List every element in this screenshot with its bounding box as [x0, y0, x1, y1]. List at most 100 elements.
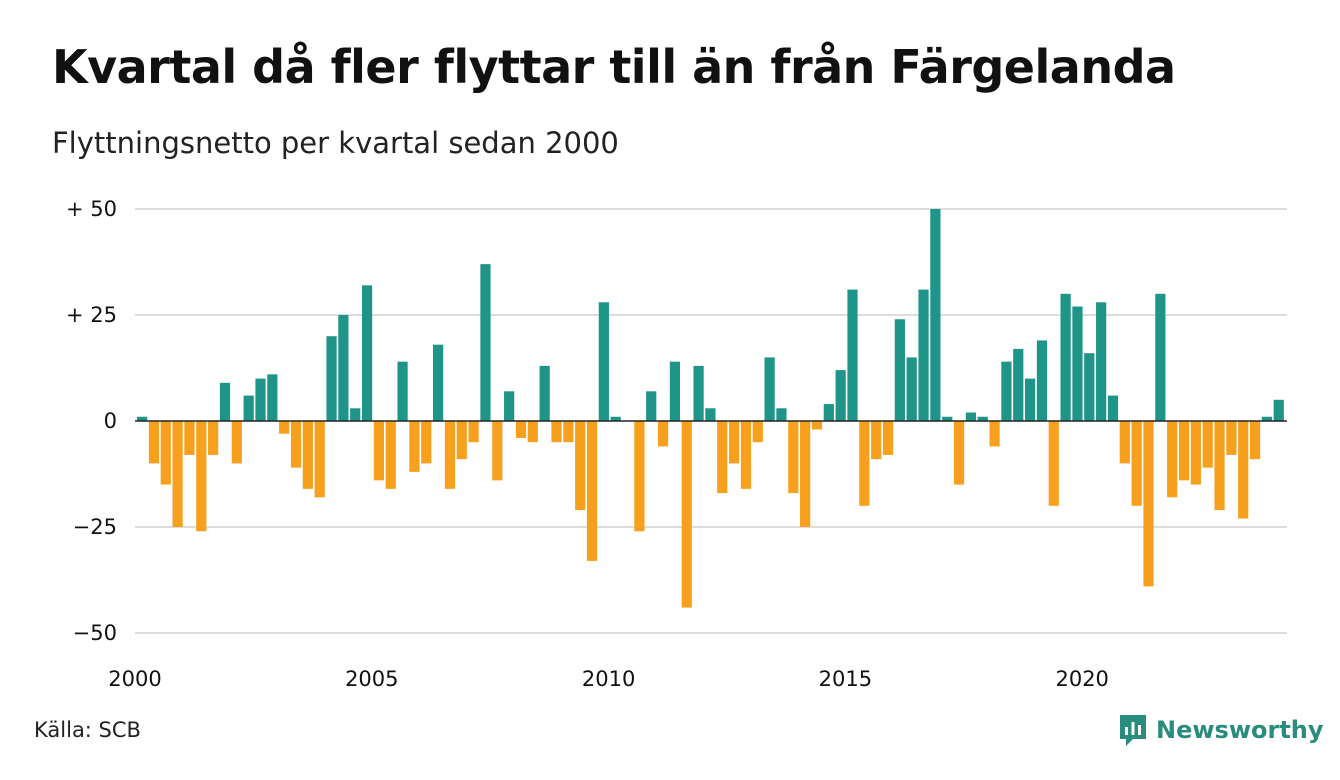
bar — [468, 421, 479, 443]
bar — [1238, 421, 1249, 519]
bar — [942, 416, 953, 421]
bar — [184, 421, 195, 455]
bar — [1096, 302, 1107, 421]
bar — [1178, 421, 1190, 481]
bar — [1273, 399, 1284, 421]
bar — [740, 421, 752, 489]
bar — [1084, 353, 1095, 421]
bar — [148, 421, 160, 464]
bar — [160, 421, 171, 485]
bar — [515, 421, 527, 438]
y-tick-label: −50 — [73, 621, 117, 645]
bar — [1226, 421, 1237, 455]
bar — [823, 404, 834, 421]
x-axis-labels: 2000 2005 2010 2015 2020 — [108, 667, 1109, 691]
bar — [527, 421, 538, 443]
bar — [326, 336, 337, 421]
brand-name: Newsworthy — [1156, 716, 1324, 744]
bar — [717, 421, 728, 494]
bar — [444, 421, 456, 489]
bar — [539, 365, 550, 421]
y-tick-label: + 25 — [66, 303, 117, 327]
bar — [302, 421, 313, 489]
bar — [456, 421, 467, 460]
bars — [137, 209, 1284, 608]
bar — [137, 416, 148, 421]
bar — [657, 421, 669, 447]
bar — [1214, 421, 1225, 511]
bar — [480, 264, 491, 421]
bar — [882, 421, 894, 455]
y-tick-label: −25 — [73, 515, 117, 539]
gridlines — [135, 208, 1287, 634]
bar — [752, 421, 763, 443]
bar — [208, 421, 219, 455]
bar — [1249, 421, 1261, 460]
bar — [1001, 361, 1012, 421]
bar — [255, 378, 266, 421]
bar — [196, 421, 207, 532]
bar — [1261, 416, 1272, 421]
bar — [930, 209, 941, 421]
bar — [279, 421, 290, 434]
bar — [811, 421, 823, 430]
bar — [800, 421, 811, 527]
x-tick-label: 2010 — [582, 667, 635, 691]
bar — [504, 391, 515, 421]
bar — [1025, 378, 1036, 421]
bar — [953, 421, 965, 485]
x-tick-label: 2015 — [819, 667, 872, 691]
bar — [373, 421, 384, 481]
bar — [1167, 421, 1178, 498]
bar — [361, 285, 373, 421]
bar — [764, 357, 775, 421]
y-axis-labels: + 50 + 25 0 −25 −50 — [66, 197, 117, 645]
bar — [918, 289, 929, 421]
source-note: Källa: SCB — [34, 718, 141, 742]
bar — [729, 421, 740, 464]
bar — [1202, 421, 1213, 468]
bar — [267, 374, 278, 421]
bar — [314, 421, 325, 498]
bar — [598, 302, 609, 421]
bar — [219, 382, 231, 421]
bar — [563, 421, 574, 443]
bar — [172, 421, 183, 527]
bar — [1048, 421, 1059, 506]
bar — [705, 408, 716, 421]
bar — [693, 365, 704, 421]
bar — [421, 421, 432, 464]
bar — [492, 421, 503, 481]
bar — [847, 289, 858, 421]
chart-subtitle: Flyttningsnetto per kvartal sedan 2000 — [52, 126, 619, 160]
bar — [776, 408, 787, 421]
chart-title: Kvartal då fler flyttar till än från Fär… — [52, 40, 1176, 94]
bar — [1036, 340, 1048, 421]
bar — [1072, 306, 1083, 421]
bar — [586, 421, 598, 561]
bar — [1119, 421, 1130, 464]
bar — [871, 421, 882, 460]
bar — [669, 361, 680, 421]
bar — [906, 357, 917, 421]
bar — [338, 315, 349, 421]
brand-logo: Newsworthy — [1118, 710, 1324, 750]
bar — [977, 416, 988, 421]
bar — [1143, 421, 1154, 587]
bar — [894, 319, 905, 421]
bar — [1013, 348, 1024, 421]
bar — [1190, 421, 1201, 485]
bar — [989, 421, 1000, 447]
bar — [1060, 293, 1071, 421]
bar — [551, 421, 562, 443]
x-tick-label: 2000 — [108, 667, 161, 691]
bar — [575, 421, 586, 511]
bar — [1155, 293, 1166, 421]
bar — [835, 370, 846, 421]
y-tick-label: + 50 — [66, 197, 117, 221]
bar — [646, 391, 657, 421]
bar — [788, 421, 799, 494]
bar — [965, 412, 976, 421]
bar — [859, 421, 870, 506]
